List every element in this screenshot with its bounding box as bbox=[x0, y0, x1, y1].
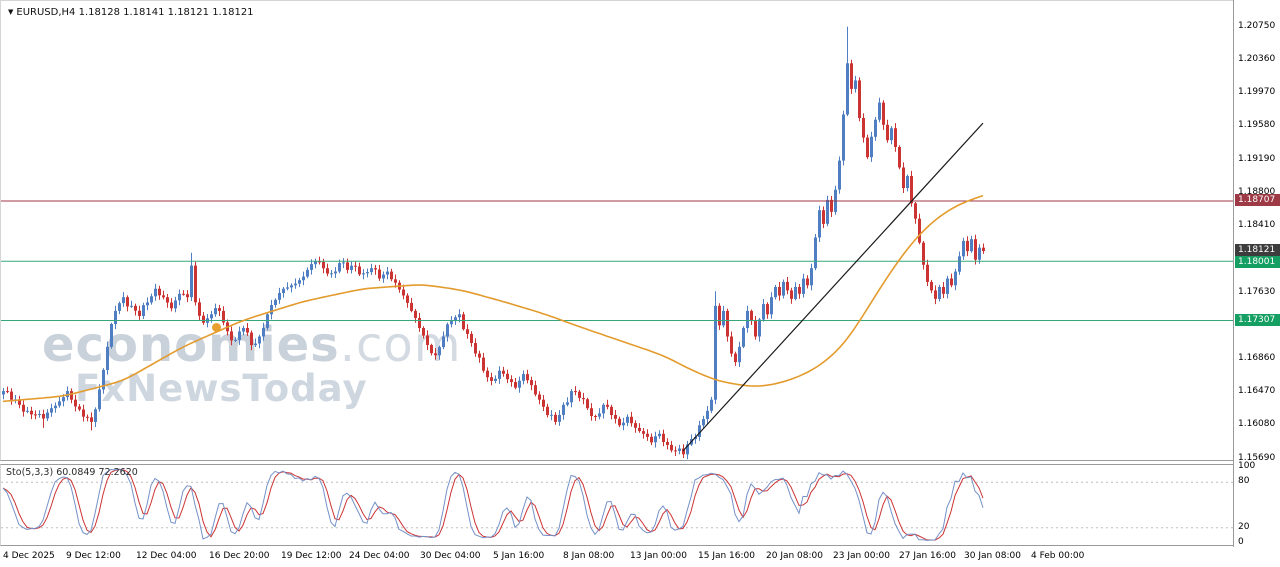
time-axis-label: 30 Dec 04:00 bbox=[420, 551, 481, 561]
price-axis-label: 1.16470 bbox=[1238, 386, 1276, 396]
price-axis-label: 1.18410 bbox=[1238, 220, 1276, 230]
watermark-brand: economies.com bbox=[42, 317, 462, 373]
price-axis-label: 1.18800 bbox=[1238, 187, 1276, 197]
price-axis-label: 1.15690 bbox=[1238, 453, 1276, 463]
price-badge: 1.18001 bbox=[1235, 256, 1280, 268]
price-axis-label: 1.19190 bbox=[1238, 154, 1276, 164]
time-axis-label: 15 Jan 16:00 bbox=[698, 551, 755, 561]
time-axis-label: 19 Dec 12:00 bbox=[281, 551, 342, 561]
stochastic-indicator-pane[interactable]: Sto(5,3,3) 60.0849 72.2620 bbox=[0, 464, 1234, 546]
symbol-dropdown-icon[interactable]: ▼ bbox=[8, 8, 14, 16]
price-axis-label: 1.20750 bbox=[1238, 21, 1276, 31]
indicator-value-k: 60.0849 bbox=[56, 467, 96, 478]
time-axis-label: 30 Jan 08:00 bbox=[964, 551, 1021, 561]
price-chart-pane[interactable]: ▼ EURUSD,H4 1.18128 1.18141 1.18121 1.181… bbox=[0, 0, 1234, 462]
time-axis: 4 Dec 2025 9 Dec 12:00 12 Dec 04:00 16 Dec … bbox=[0, 547, 1280, 567]
symbol-quote-bar: ▼ EURUSD,H4 1.18128 1.18141 1.18121 1.181… bbox=[8, 7, 254, 18]
time-axis-label: 4 Feb 00:00 bbox=[1031, 551, 1085, 561]
indicator-value-d: 72.2620 bbox=[98, 467, 138, 478]
time-axis-label: 24 Dec 04:00 bbox=[349, 551, 410, 561]
ohlc-quotes: 1.18128 1.18141 1.18121 1.18121 bbox=[78, 7, 254, 18]
time-axis-label: 9 Dec 12:00 bbox=[66, 551, 121, 561]
time-axis-label: 20 Jan 08:00 bbox=[766, 551, 823, 561]
price-axis-label: 1.16080 bbox=[1238, 419, 1276, 429]
price-axis-label: 1.20360 bbox=[1238, 54, 1276, 64]
price-axis-label: 1.19580 bbox=[1238, 120, 1276, 130]
time-axis-label: 5 Jan 16:00 bbox=[493, 551, 545, 561]
price-axis-label: 1.17630 bbox=[1238, 287, 1276, 297]
time-axis-label: 23 Jan 00:00 bbox=[833, 551, 890, 561]
price-badge: 1.18707 bbox=[1235, 194, 1280, 206]
indicator-name: Sto(5,3,3) bbox=[6, 467, 54, 478]
price-axis-label: 1.19970 bbox=[1238, 87, 1276, 97]
symbol-timeframe-label: EURUSD,H4 bbox=[16, 7, 76, 18]
watermark-logo-dot-icon bbox=[212, 323, 221, 332]
price-badge: 1.18121 bbox=[1235, 244, 1280, 256]
time-axis-label: 12 Dec 04:00 bbox=[136, 551, 197, 561]
indicator-label: Sto(5,3,3) 60.0849 72.2620 bbox=[6, 467, 138, 478]
sto-axis-label: 80 bbox=[1238, 476, 1250, 486]
price-badge: 1.17307 bbox=[1235, 314, 1280, 326]
time-axis-label: 4 Dec 2025 bbox=[3, 551, 55, 561]
time-axis-label: 27 Jan 16:00 bbox=[899, 551, 956, 561]
time-axis-label: 13 Jan 00:00 bbox=[630, 551, 687, 561]
sto-axis-label: 20 bbox=[1238, 522, 1250, 532]
price-axis-label: 1.16860 bbox=[1238, 353, 1276, 363]
time-axis-label: 8 Jan 08:00 bbox=[563, 551, 615, 561]
sto-axis-label: 0 bbox=[1238, 537, 1244, 547]
sto-axis-label: 100 bbox=[1238, 461, 1256, 471]
time-axis-label: 16 Dec 20:00 bbox=[209, 551, 270, 561]
candlestick-chart[interactable] bbox=[1, 1, 1234, 462]
watermark: economies.com FxNewsToday bbox=[42, 320, 462, 409]
price-axis: 1.20750 1.20360 1.19970 1.19580 1.19190 1.188… bbox=[1233, 0, 1280, 547]
watermark-subbrand: FxNewsToday bbox=[75, 367, 368, 411]
stochastic-chart[interactable] bbox=[1, 465, 1234, 545]
